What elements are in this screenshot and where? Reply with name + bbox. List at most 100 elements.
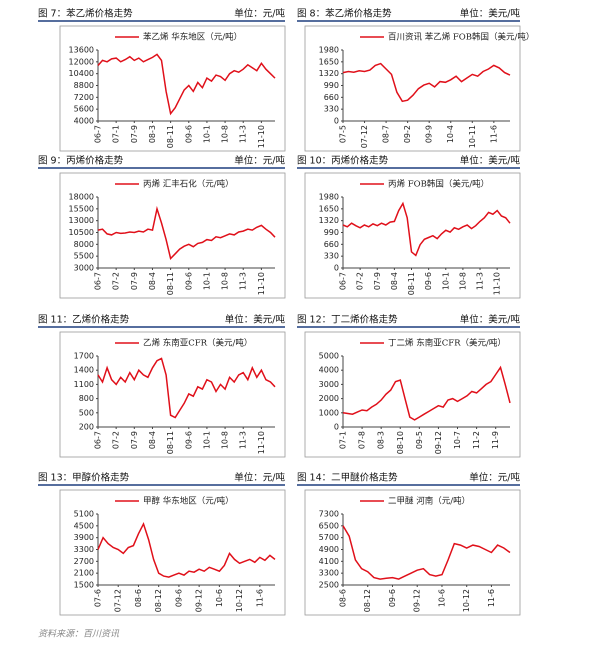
y-tick-label: 2500	[319, 581, 339, 590]
legend-label: 苯乙烯 华东地区（元/吨）	[143, 32, 242, 43]
y-tick-label: 990	[324, 228, 339, 237]
x-tick-label: 08-11	[166, 125, 175, 148]
price-line	[97, 521, 276, 578]
y-tick-label: 4000	[319, 366, 339, 375]
x-tick-label: 08-4	[390, 272, 399, 290]
y-tick-label: 3000	[74, 264, 94, 273]
y-tick-label: 3300	[319, 569, 339, 578]
y-tick-label: 7200	[74, 93, 94, 102]
y-tick-label: 1320	[319, 69, 339, 78]
x-tick-label: 11-6	[487, 589, 496, 607]
y-tick-label: 200	[79, 423, 94, 432]
x-tick-label: 10-1	[202, 272, 211, 290]
x-tick-label: 08-11	[166, 272, 175, 295]
x-tick-label: 11-3	[239, 431, 248, 449]
x-tick-label: 08-12	[363, 589, 372, 612]
y-tick-label: 2000	[319, 394, 339, 403]
y-tick-label: 2700	[74, 557, 94, 566]
unit-label: 单位：美元/吨	[460, 8, 521, 20]
y-tick-label: 3000	[319, 380, 339, 389]
x-tick-label: 07-12	[360, 125, 369, 148]
x-tick-label: 07-9	[130, 431, 139, 449]
unit-label: 单位：元/吨	[234, 472, 285, 484]
figure-title: 图 8：苯乙烯价格走势	[297, 8, 392, 20]
x-tick-label: 08-11	[166, 431, 175, 454]
y-tick-label: 1650	[319, 204, 339, 213]
y-tick-label: 1650	[319, 57, 339, 66]
legend-label: 丙烯 汇丰石化（元/吨）	[143, 179, 234, 190]
x-tick-label: 07-9	[130, 272, 139, 290]
y-tick-label: 4900	[319, 545, 339, 554]
y-tick-label: 13600	[69, 46, 94, 55]
unit-label: 单位：元/吨	[234, 155, 285, 167]
y-tick-label: 5500	[74, 252, 94, 261]
x-tick-label: 11-10	[257, 272, 266, 295]
price-line	[342, 62, 511, 103]
x-tick-label: 10-6	[437, 589, 446, 607]
unit-label: 单位：元/吨	[469, 472, 520, 484]
x-tick-label: 09-6	[174, 589, 183, 607]
x-tick-label: 06-7	[94, 125, 103, 143]
y-tick-label: 660	[324, 240, 339, 249]
y-tick-label: 15500	[69, 204, 94, 213]
y-tick-label: 5100	[74, 510, 94, 519]
y-tick-label: 5000	[319, 352, 339, 361]
x-tick-label: 08-7	[382, 125, 391, 143]
x-tick-label: 09-12	[195, 589, 204, 612]
figure-title: 图 7：苯乙烯价格走势	[38, 8, 133, 20]
y-tick-label: 4000	[74, 117, 94, 126]
y-tick-label: 5600	[74, 105, 94, 114]
x-tick-label: 06-7	[94, 431, 103, 449]
y-tick-label: 1500	[74, 581, 94, 590]
x-tick-label: 10-4	[446, 125, 455, 143]
x-tick-label: 09-12	[434, 431, 443, 454]
x-tick-label: 08-10	[396, 431, 405, 454]
x-tick-label: 08-4	[148, 272, 157, 290]
y-tick-label: 10400	[69, 69, 94, 78]
x-tick-label: 10-8	[221, 125, 230, 143]
y-tick-label: 1980	[319, 193, 339, 202]
x-tick-label: 11-3	[239, 272, 248, 290]
x-tick-label: 07-9	[130, 125, 139, 143]
y-tick-label: 3300	[74, 545, 94, 554]
x-tick-label: 10-8	[221, 272, 230, 290]
x-tick-label: 10-8	[221, 431, 230, 449]
x-tick-label: 08-3	[148, 125, 157, 143]
y-tick-label: 5700	[319, 533, 339, 542]
price-line	[97, 357, 276, 419]
x-tick-label: 07-5	[339, 125, 348, 143]
x-tick-label: 10-12	[235, 589, 244, 612]
x-tick-label: 10-1	[441, 272, 450, 290]
x-tick-label: 08-3	[377, 431, 386, 449]
x-tick-label: 09-6	[184, 272, 193, 290]
y-tick-label: 330	[324, 252, 339, 261]
unit-label: 单位：美元/吨	[460, 314, 521, 326]
unit-label: 单位：美元/吨	[460, 155, 521, 167]
x-tick-label: 11-6	[255, 589, 264, 607]
y-tick-label: 1000	[319, 408, 339, 417]
y-tick-label: 0	[334, 264, 339, 273]
x-tick-label: 07-12	[114, 589, 123, 612]
x-tick-label: 07-6	[94, 589, 103, 607]
legend-label: 乙烯 东南亚CFR（美元/吨）	[143, 338, 252, 349]
y-tick-label: 8000	[74, 240, 94, 249]
unit-label: 单位：元/吨	[234, 8, 285, 20]
price-line	[97, 205, 276, 260]
y-tick-label: 1320	[319, 216, 339, 225]
x-tick-label: 10-12	[462, 589, 471, 612]
x-tick-label: 07-2	[356, 272, 365, 290]
x-tick-label: 10-6	[215, 589, 224, 607]
legend-label: 丙烯 FOB韩国（美元/吨）	[388, 179, 489, 190]
y-tick-label: 1700	[74, 352, 94, 361]
figure-title: 图 11：乙烯价格走势	[38, 314, 130, 326]
x-tick-label: 08-4	[148, 431, 157, 449]
figure-title: 图 13：甲醇价格走势	[38, 472, 130, 484]
chart-frame	[304, 331, 521, 458]
x-tick-label: 10-8	[458, 272, 467, 290]
source-note: 资料来源：百川资讯	[38, 629, 120, 640]
x-tick-label: 11-3	[476, 272, 485, 290]
x-tick-label: 06-7	[94, 272, 103, 290]
chart-frame	[304, 25, 521, 152]
x-tick-label: 07-1	[112, 125, 121, 143]
x-tick-label: 11-2	[472, 431, 481, 449]
